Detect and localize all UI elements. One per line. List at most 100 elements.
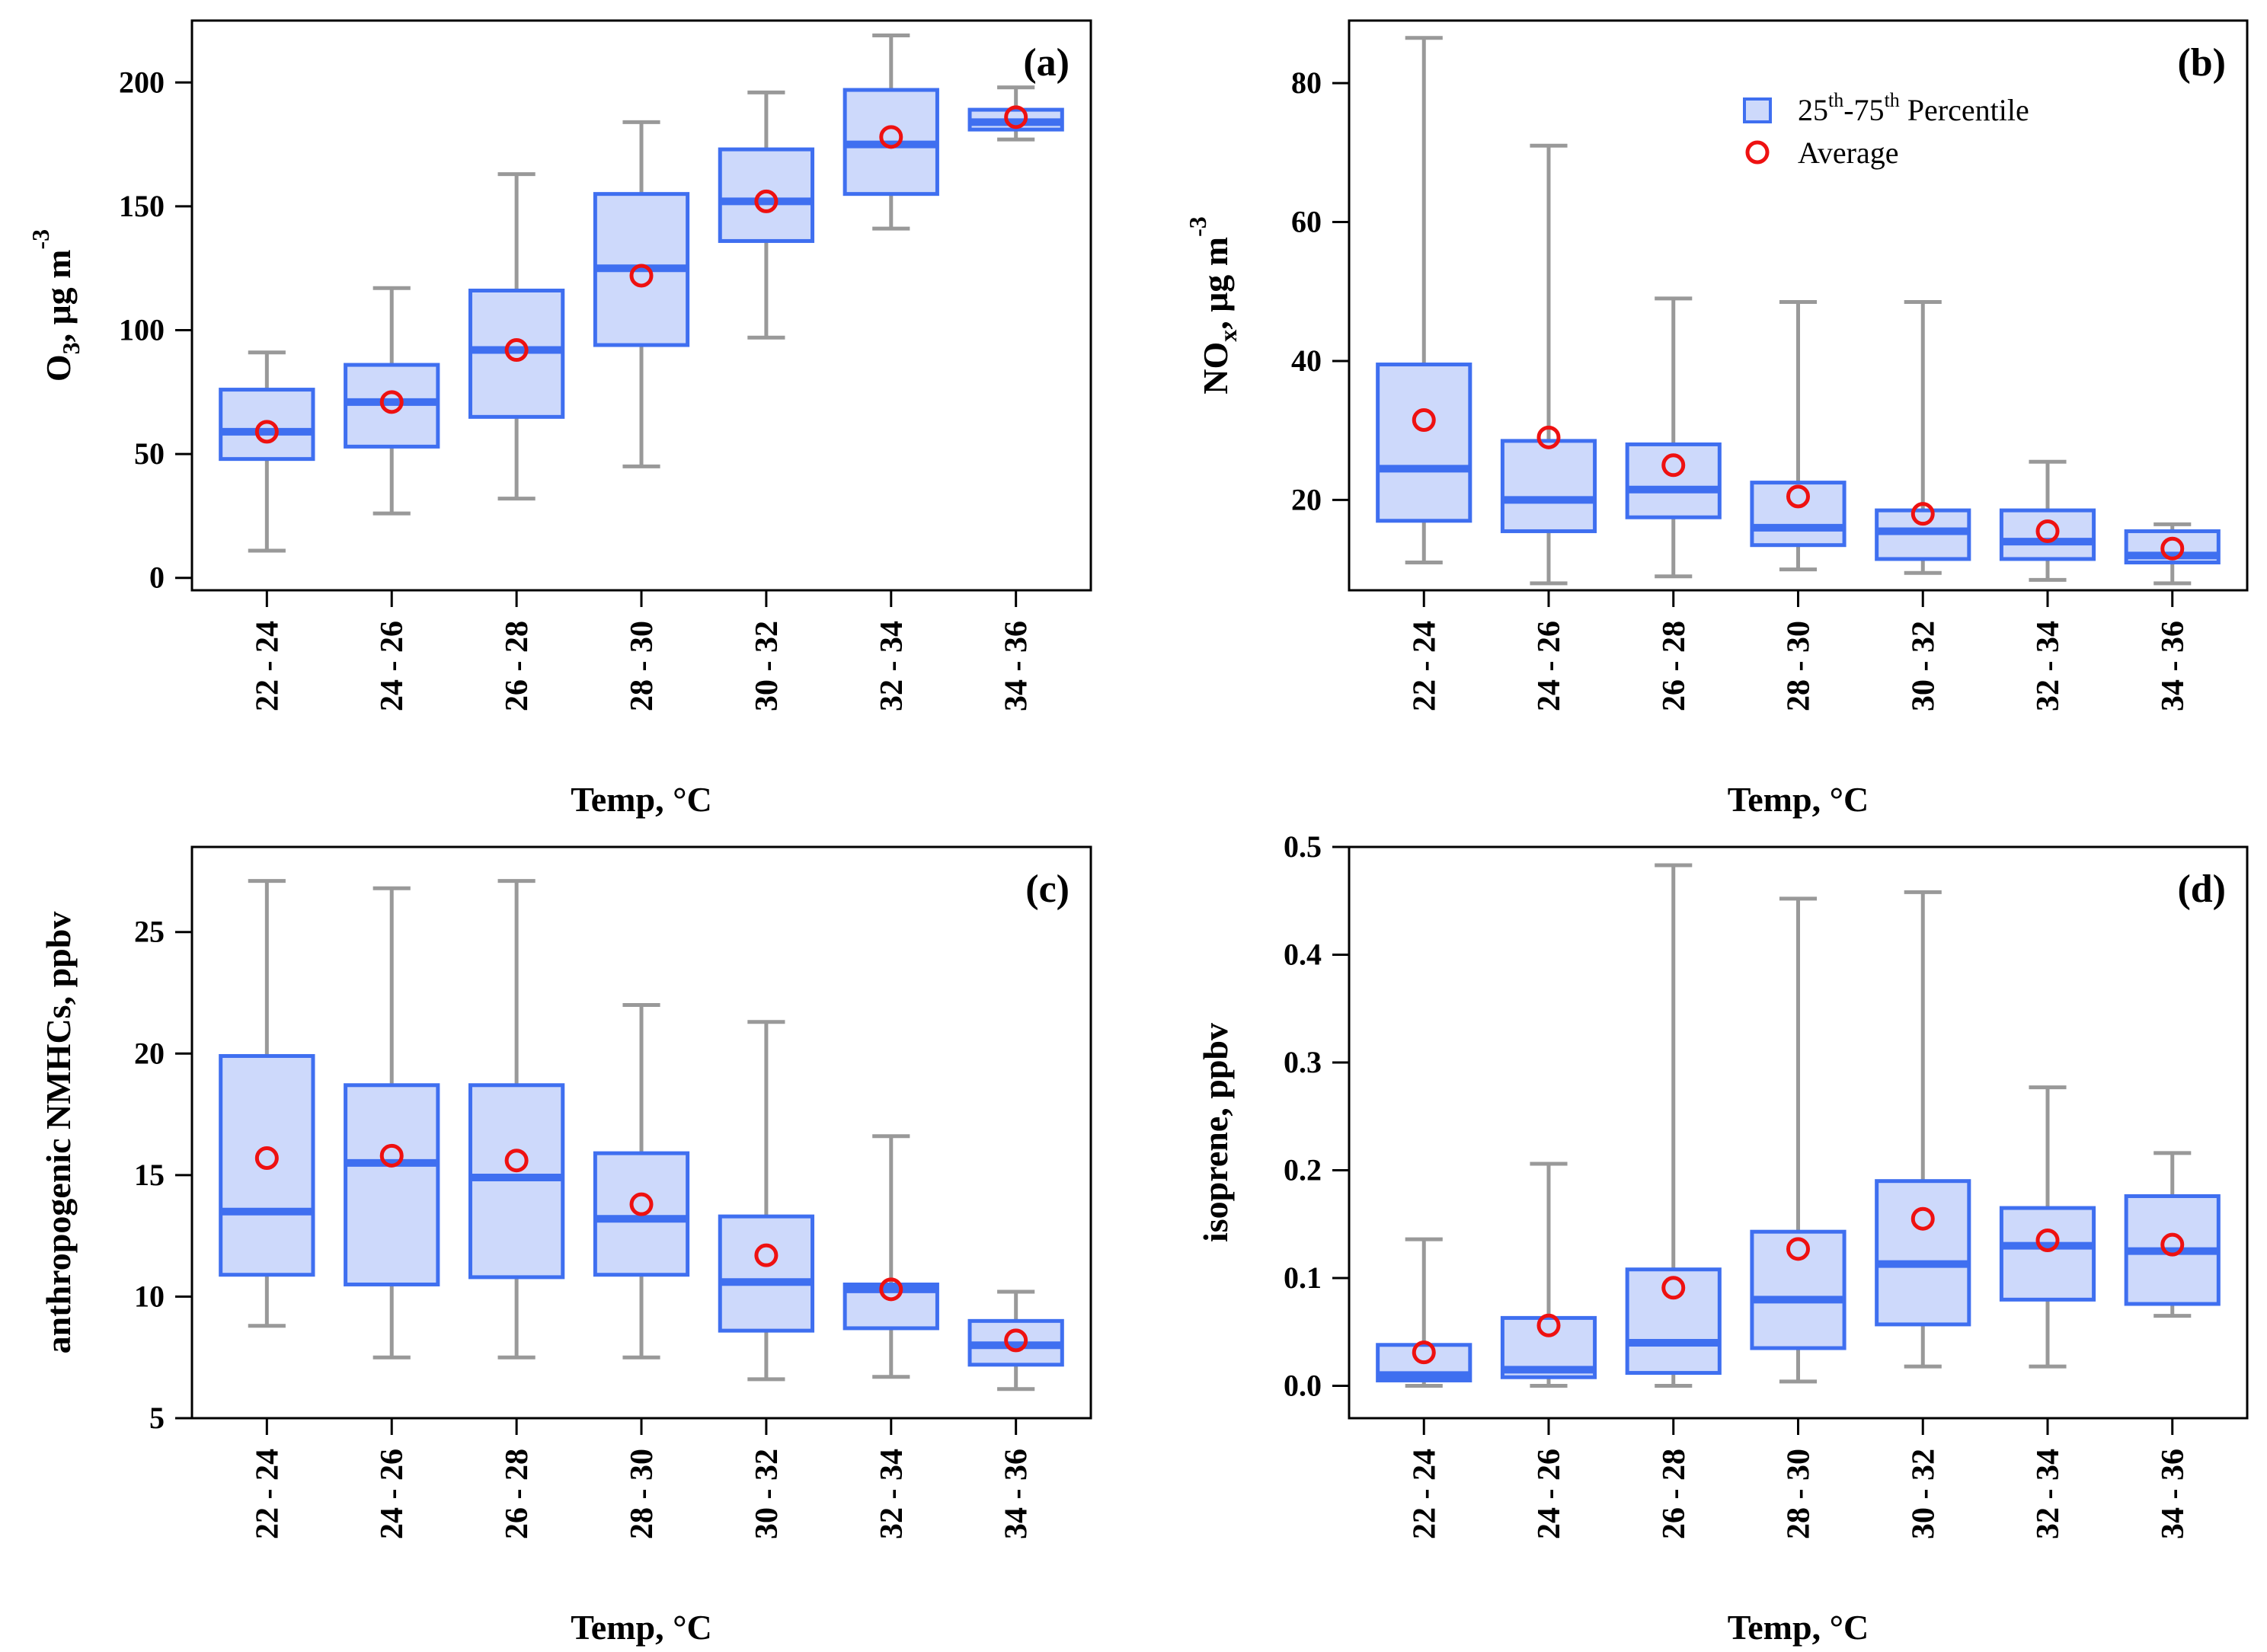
box-group (967, 85, 1064, 142)
y-label-superscript: -3 (1184, 216, 1211, 237)
iqr-box (1376, 363, 1472, 523)
average-marker (2160, 1232, 2185, 1257)
y-axis-label: anthropogenic NMHCs, ppbv (39, 912, 78, 1354)
y-tick-label: 40 (1291, 344, 1322, 378)
y-tick-label: 0.1 (1284, 1261, 1322, 1295)
average-marker (379, 1143, 404, 1168)
y-tick-label: 0.3 (1284, 1045, 1322, 1079)
legend: 25th-75th Percentile Average (1743, 89, 2029, 170)
average-marker (1661, 1276, 1686, 1300)
x-tick-label: 30 - 32 (750, 1449, 785, 1539)
box-group (1500, 1162, 1597, 1388)
box-group (593, 120, 690, 468)
x-tick-label: 24 - 26 (1532, 621, 1567, 711)
x-tick-label: 22 - 24 (1407, 621, 1442, 711)
x-tick-label: 22 - 24 (1407, 1449, 1442, 1539)
average-marker (629, 1192, 654, 1216)
iqr-box (219, 388, 315, 462)
average-marker (1786, 484, 1810, 509)
box-group (718, 1020, 815, 1382)
average-marker (754, 189, 779, 213)
average-marker (504, 338, 529, 363)
panel-c: 5 10 15 20 25 22 - 24 24 - 26 26 - 28 28 - 30 30 … (39, 845, 1092, 1647)
y-axis-label: NOx, μg m-3 (1184, 216, 1242, 395)
x-tick-label: 26 - 28 (500, 621, 535, 711)
y-label-unit: , μg m (39, 249, 78, 342)
y-tick-label: 200 (119, 65, 165, 99)
x-tick-label: 32 - 34 (875, 1449, 910, 1539)
x-tick-label: 24 - 26 (375, 1449, 410, 1539)
box-group (219, 879, 315, 1328)
panel-label: (d) (2177, 868, 2226, 911)
box-group (468, 172, 565, 501)
y-tick-label: 0.4 (1284, 938, 1322, 972)
y-tick-label: 100 (119, 313, 165, 347)
x-tick-label: 34 - 36 (2156, 1449, 2191, 1539)
box-group (718, 90, 815, 340)
iqr-box (1625, 1267, 1722, 1376)
average-marker (1786, 1237, 1810, 1261)
x-tick-label: 22 - 24 (250, 1449, 285, 1539)
y-tick-label: 5 (149, 1401, 165, 1435)
x-tick-label: 32 - 34 (875, 621, 910, 711)
average-marker (2160, 536, 2185, 561)
x-tick-label: 28 - 30 (1782, 621, 1817, 711)
panel-label: (b) (2177, 41, 2226, 85)
x-tick-label: 26 - 28 (500, 1449, 535, 1539)
average-marker (629, 264, 654, 288)
panel-label: (c) (1025, 868, 1070, 911)
legend-average-label: Average (1798, 136, 1899, 170)
iqr-box (219, 1053, 315, 1277)
x-tick-label: 30 - 32 (750, 621, 785, 711)
average-marker (1661, 453, 1686, 478)
box-group (967, 1289, 1064, 1392)
x-tick-label: 24 - 26 (375, 621, 410, 711)
panel-a: 0 50 100 150 200 22 - 24 24 - 26 26 - 28 28 - 30… (27, 19, 1092, 819)
average-marker (1910, 502, 1935, 526)
average-marker (254, 1146, 279, 1171)
y-tick-label: 150 (119, 189, 165, 223)
panel-label: (a) (1023, 41, 1070, 85)
average-marker (1412, 1340, 1436, 1365)
y-tick-label: 0 (149, 561, 165, 595)
legend-superscript: th (1885, 89, 1900, 111)
box-group (1625, 296, 1722, 579)
average-marker (1412, 408, 1436, 433)
average-marker (1536, 1313, 1561, 1337)
legend-box-swatch (1743, 97, 1772, 123)
box-group (1750, 299, 1847, 572)
iqr-box (1875, 1179, 1971, 1327)
box-group (1625, 863, 1722, 1388)
iqr-box (344, 1083, 440, 1286)
y-label-subscript: 3 (57, 342, 85, 354)
x-tick-label: 32 - 34 (2031, 621, 2066, 711)
x-tick-label: 32 - 34 (2031, 1449, 2066, 1539)
y-tick-label: 25 (134, 915, 165, 949)
iqr-box (718, 147, 815, 243)
y-label-base: NO (1196, 342, 1235, 395)
box-group (1376, 36, 1472, 565)
y-label-unit: , μg m (1196, 237, 1235, 330)
y-label-superscript: -3 (27, 229, 54, 250)
x-tick-label: 30 - 32 (1906, 621, 1941, 711)
legend-percentile-label: 25th-75th Percentile (1798, 89, 2029, 127)
average-marker (2035, 519, 2060, 543)
x-tick-label: 26 - 28 (1657, 1449, 1692, 1539)
y-axis-label: isoprene, ppbv (1196, 1023, 1235, 1242)
x-axis-label: Temp, °C (1728, 780, 1869, 819)
y-tick-label: 20 (134, 1036, 165, 1070)
box-group (468, 879, 565, 1360)
box-group (219, 350, 315, 553)
y-tick-label: 20 (1291, 482, 1322, 516)
box-group (843, 34, 939, 231)
y-tick-label: 0.2 (1284, 1153, 1322, 1187)
box-group (1500, 143, 1597, 586)
average-marker (754, 1243, 779, 1267)
iqr-box (1500, 439, 1597, 533)
y-tick-label: 15 (134, 1158, 165, 1192)
iqr-box (1750, 481, 1847, 548)
x-tick-label: 22 - 24 (250, 621, 285, 711)
x-tick-label: 28 - 30 (1782, 1449, 1817, 1539)
x-tick-label: 34 - 36 (2156, 621, 2191, 711)
